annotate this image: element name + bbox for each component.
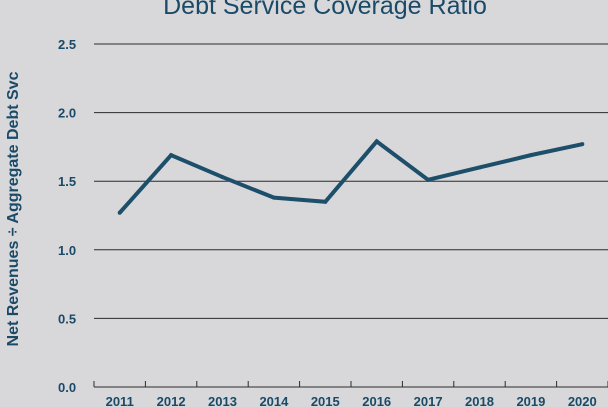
- chart-title: Debt Service Coverage Ratio: [163, 0, 487, 20]
- x-tick-label: 2013: [208, 394, 237, 407]
- data-point: [529, 153, 533, 157]
- y-axis-label: Net Revenues ÷ Aggregate Debt Svc: [5, 71, 22, 346]
- x-tick-label: 2019: [516, 394, 545, 407]
- data-point: [478, 165, 482, 169]
- x-tick-label: 2020: [568, 394, 597, 407]
- x-tick-label: 2012: [157, 394, 186, 407]
- data-point: [118, 211, 122, 215]
- x-tick-label: 2014: [259, 394, 289, 407]
- x-tick-label: 2016: [362, 394, 391, 407]
- data-point: [323, 200, 327, 204]
- y-tick-label: 1.5: [58, 174, 76, 189]
- y-tick-label: 2.0: [58, 106, 76, 121]
- data-point: [169, 153, 173, 157]
- x-axis-ticks: 2011 2012 2013 2014 2015 2016 2017 2018 2019 2020: [106, 394, 597, 407]
- series-line: [120, 141, 583, 212]
- y-tick-label: 1.0: [58, 243, 76, 258]
- data-point: [375, 139, 379, 143]
- data-point: [272, 196, 276, 200]
- x-axis: [94, 381, 608, 387]
- y-axis-ticks: 0.0 0.5 1.0 1.5 2.0 2.5: [58, 37, 76, 395]
- y-tick-label: 2.5: [58, 37, 76, 52]
- series-group: [118, 139, 585, 214]
- y-tick-label: 0.0: [58, 380, 76, 395]
- gridlines: [94, 44, 608, 318]
- data-point: [580, 142, 584, 146]
- x-tick-label: 2011: [106, 394, 134, 407]
- x-tick-label: 2017: [414, 394, 443, 407]
- data-point: [221, 175, 225, 179]
- x-tick-label: 2015: [311, 394, 340, 407]
- y-tick-label: 0.5: [58, 311, 76, 326]
- data-point: [426, 178, 430, 182]
- x-tick-label: 2018: [465, 394, 494, 407]
